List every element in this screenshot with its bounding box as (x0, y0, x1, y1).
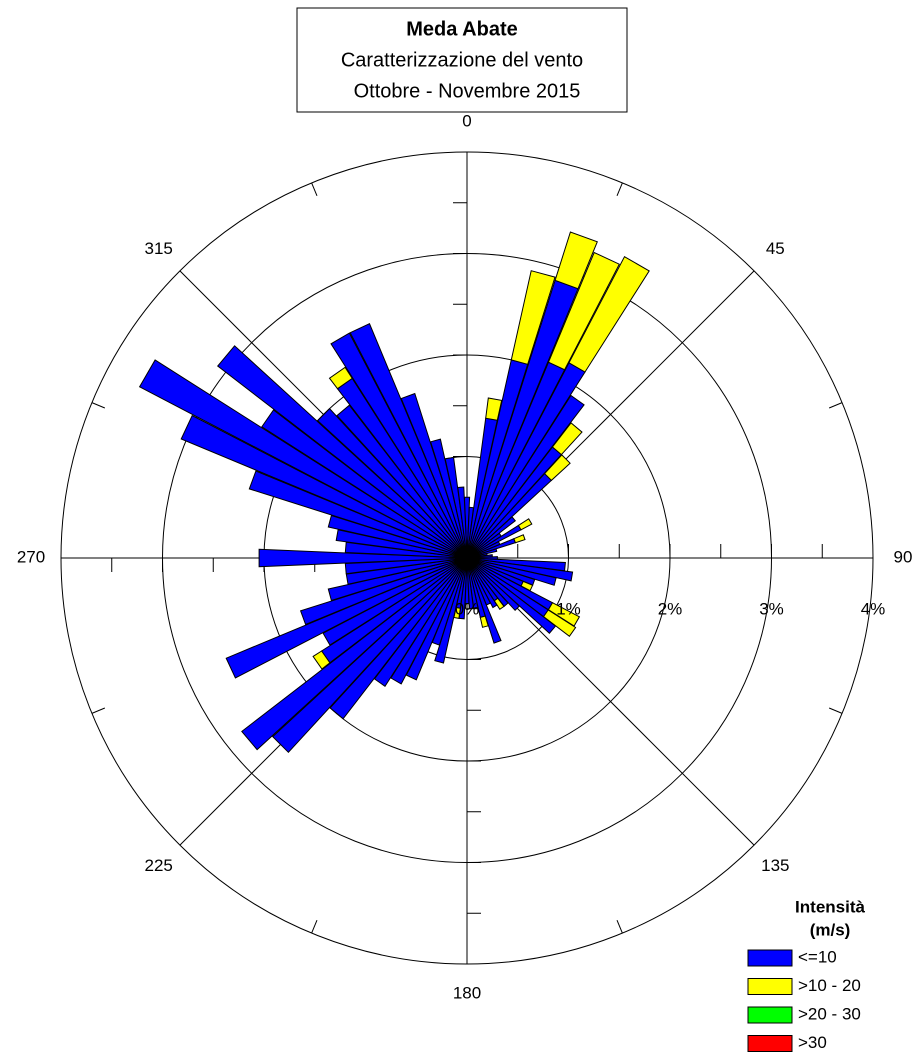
outer-tick (616, 919, 623, 934)
legend-label: >10 - 20 (798, 976, 861, 995)
outer-tick (91, 402, 106, 409)
legend-title: Intensità (795, 897, 865, 916)
angle-label: 270 (17, 547, 45, 566)
outer-tick (311, 919, 318, 934)
angle-label: 225 (145, 856, 173, 875)
r-tick-label: 3% (759, 599, 784, 618)
r-tick-label: 2% (658, 599, 683, 618)
r-tick-label: 0% (455, 599, 480, 618)
angle-label: 45 (766, 239, 785, 258)
hub (455, 546, 479, 570)
bar (457, 486, 468, 559)
angle-label: 90 (894, 547, 913, 566)
outer-tick (828, 402, 843, 409)
angle-label: 135 (761, 856, 789, 875)
legend-label: <=10 (798, 947, 837, 966)
r-tick-label: 4% (861, 599, 886, 618)
chart-subtitle: Ottobre - Novembre 2015 (354, 80, 581, 102)
bar (216, 345, 468, 559)
outer-tick (828, 707, 843, 714)
legend-label: >20 - 30 (798, 1004, 861, 1023)
legend-swatch (747, 949, 793, 967)
legend-label: >30 (798, 1033, 827, 1052)
bar (624, 256, 650, 271)
chart-subtitle: Caratterizzazione del vento (341, 49, 583, 71)
outer-tick (91, 707, 106, 714)
bar (138, 359, 468, 559)
outer-tick (616, 182, 623, 197)
chart-title: Meda Abate (406, 18, 518, 40)
legend-title: (m/s) (810, 920, 851, 939)
legend-swatch (747, 978, 793, 995)
angle-label: 315 (145, 239, 173, 258)
angle-label: 0 (462, 111, 471, 130)
legend-swatch (747, 1006, 793, 1024)
bar (180, 414, 468, 559)
bar (517, 518, 533, 531)
legend-swatch (747, 1035, 793, 1052)
title-box (296, 7, 628, 113)
outer-tick (311, 182, 318, 197)
angle-label: 180 (453, 983, 481, 1002)
bar (513, 534, 526, 544)
r-tick-label: 1% (556, 599, 581, 618)
